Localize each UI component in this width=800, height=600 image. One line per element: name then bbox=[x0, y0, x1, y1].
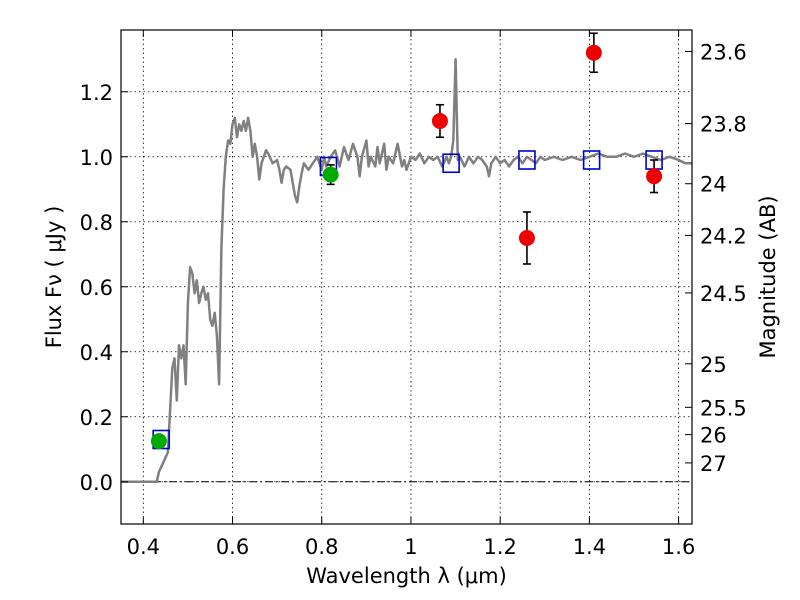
tick-labels: 0.4 0.6 0.8 1 1.2 1.4 1.6 0.0 0.2 0.4 0.6 0.8 1.0 1.2… bbox=[80, 40, 747, 559]
x-tick-label: 0.8 bbox=[305, 535, 338, 559]
data-point bbox=[518, 230, 535, 246]
y-tick-label: 1.0 bbox=[80, 146, 113, 170]
model-square-marker bbox=[442, 153, 460, 174]
x-tick-label: 1.6 bbox=[662, 535, 695, 559]
x-tick-label: 1 bbox=[404, 535, 417, 559]
data-point bbox=[585, 44, 602, 61]
axis-ticks bbox=[121, 30, 692, 524]
right-tick-label: 25.5 bbox=[700, 396, 747, 420]
y-tick-label: 1.2 bbox=[80, 81, 113, 105]
x-tick-label: 0.4 bbox=[127, 535, 160, 559]
right-tick-label: 24.2 bbox=[700, 224, 747, 248]
y-tick-label: 0.8 bbox=[80, 211, 113, 235]
y-axis-title: Flux Fν ( μJy ) bbox=[42, 206, 66, 349]
right-tick-label: 23.8 bbox=[700, 113, 747, 137]
right-tick-label: 27 bbox=[700, 452, 727, 476]
red-points bbox=[431, 32, 663, 265]
plot-frame bbox=[120, 29, 693, 525]
x-tick-label: 0.6 bbox=[216, 535, 249, 559]
model-square-marker bbox=[582, 150, 601, 170]
right-tick-label: 24 bbox=[700, 173, 727, 197]
y-tick-label: 0.4 bbox=[80, 341, 113, 365]
right-tick-label: 26 bbox=[700, 424, 727, 448]
green-points bbox=[150, 164, 339, 450]
data-point bbox=[322, 166, 339, 183]
x-tick-label: 1.2 bbox=[483, 535, 516, 559]
data-point bbox=[646, 168, 663, 185]
right-tick-label: 23.6 bbox=[700, 40, 747, 64]
x-axis-title: Wavelength λ (μm) bbox=[306, 564, 507, 588]
data-point bbox=[150, 433, 167, 450]
data-point bbox=[431, 113, 448, 129]
y-tick-label: 0.0 bbox=[80, 471, 113, 495]
x-tick-label: 1.4 bbox=[573, 535, 606, 559]
y-tick-label: 0.2 bbox=[80, 406, 113, 430]
y-tick-label: 0.6 bbox=[80, 276, 113, 300]
right-axis-title: Magnitude (AB) bbox=[756, 195, 780, 358]
grid-lines bbox=[121, 30, 692, 524]
right-tick-label: 25 bbox=[700, 353, 727, 377]
model-square-marker bbox=[518, 150, 536, 170]
spectrum-line bbox=[121, 57, 692, 484]
right-tick-label: 24.5 bbox=[700, 282, 747, 306]
